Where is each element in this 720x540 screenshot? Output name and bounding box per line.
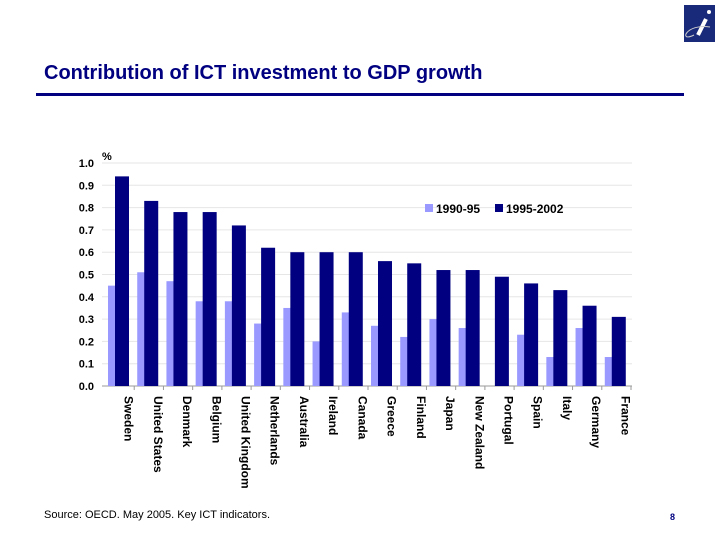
x-tick-label: Japan: [443, 396, 457, 431]
bar-1995-2002: [465, 270, 480, 386]
y-tick-label: 0.0: [79, 381, 94, 393]
title-divider: [36, 93, 684, 96]
bar-1995-2002: [436, 270, 451, 386]
x-tick-label: France: [618, 396, 632, 436]
bar-1995-2002: [553, 290, 568, 386]
legend-swatch: [425, 204, 433, 212]
y-tick-label: 0.6: [79, 247, 94, 259]
page-number: 8: [670, 512, 676, 522]
x-tick-label: Australia: [297, 396, 311, 448]
slide-title: Contribution of ICT investment to GDP gr…: [44, 62, 483, 84]
y-tick-label: 1.0: [79, 158, 94, 170]
x-tick-label: Denmark: [180, 396, 194, 448]
x-tick-label: New Zealand: [472, 396, 486, 469]
x-tick-label: Netherlands: [268, 396, 282, 466]
legend-label: 1990-95: [436, 202, 480, 216]
x-tick-label: Ireland: [326, 396, 340, 435]
x-tick-label: Sweden: [122, 396, 136, 441]
x-tick-label: Portugal: [502, 396, 516, 445]
x-tick-label: Finland: [414, 396, 428, 439]
y-tick-label: 0.4: [79, 292, 95, 304]
bar-1995-2002: [611, 316, 626, 386]
bar-1995-2002: [202, 212, 217, 386]
bar-1995-2002: [582, 305, 597, 386]
bar-1995-2002: [290, 252, 305, 386]
x-tick-label: Spain: [531, 396, 545, 429]
bar-1995-2002: [319, 252, 334, 386]
legend-label: 1995-2002: [506, 202, 564, 216]
y-tick-label: 0.7: [79, 225, 94, 237]
legend-swatch: [495, 204, 503, 212]
y-tick-label: 0.3: [79, 314, 94, 326]
bar-1995-2002: [231, 225, 246, 386]
source-note: Source: OECD. May 2005. Key ICT indicato…: [44, 509, 270, 521]
x-tick-label: Italy: [560, 396, 574, 420]
logo: [684, 5, 715, 42]
bar-1995-2002: [173, 212, 188, 386]
y-tick-label: 0.8: [79, 203, 94, 215]
x-tick-label: Belgium: [209, 396, 223, 443]
bar-1995-2002: [378, 261, 392, 386]
x-tick-label: United States: [151, 396, 165, 473]
bar-1995-2002: [348, 252, 363, 386]
y-tick-label: 0.9: [79, 180, 94, 192]
bar-1995-2002: [524, 283, 539, 386]
bar-1995-2002: [494, 276, 509, 386]
x-tick-label: Greece: [385, 396, 399, 437]
y-tick-label: 0.2: [79, 336, 94, 348]
y-axis-label: %: [102, 151, 112, 163]
bar-1995-2002: [407, 263, 422, 386]
bar-1995-2002: [115, 176, 129, 386]
y-tick-label: 0.1: [79, 359, 94, 371]
x-tick-label: Canada: [355, 396, 369, 440]
x-tick-label: United Kingdom: [239, 396, 253, 489]
bar-1995-2002: [144, 200, 159, 386]
bar-1995-2002: [261, 247, 276, 386]
x-tick-label: Germany: [589, 396, 603, 448]
y-tick-label: 0.5: [79, 270, 94, 282]
